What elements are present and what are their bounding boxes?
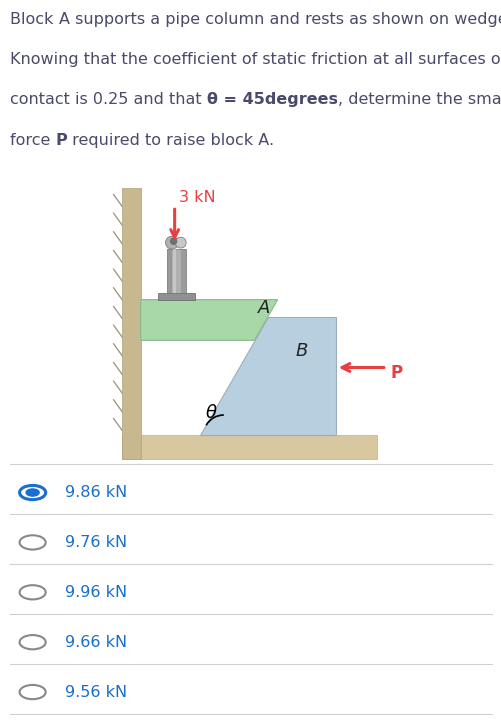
Bar — [157, 293, 194, 300]
Bar — [167, 248, 171, 293]
Text: 9.66 kN: 9.66 kN — [65, 635, 127, 650]
Text: A: A — [59, 12, 70, 27]
Text: θ: θ — [205, 404, 216, 422]
Text: θ = 45degrees: θ = 45degrees — [206, 92, 337, 108]
Text: force: force — [10, 133, 56, 148]
Text: 9.86 kN: 9.86 kN — [65, 485, 127, 500]
Circle shape — [26, 489, 39, 496]
Text: 9.56 kN: 9.56 kN — [65, 684, 127, 700]
Text: required to raise block A.: required to raise block A. — [67, 133, 274, 148]
Text: 9.76 kN: 9.76 kN — [65, 535, 127, 550]
Polygon shape — [200, 316, 335, 435]
Text: contact is 0.25 and that: contact is 0.25 and that — [10, 92, 206, 108]
Text: , determine the smallest: , determine the smallest — [337, 92, 501, 108]
Ellipse shape — [165, 236, 178, 249]
Text: P: P — [389, 364, 401, 382]
Text: Knowing that the coefficient of static friction at all surfaces of: Knowing that the coefficient of static f… — [10, 52, 501, 67]
Text: supports a pipe column and rests as shown on wedge: supports a pipe column and rests as show… — [70, 12, 501, 27]
Text: B: B — [295, 342, 308, 360]
Bar — [181, 248, 185, 293]
Text: A: A — [258, 299, 270, 317]
FancyBboxPatch shape — [122, 435, 376, 459]
Text: 3 kN: 3 kN — [178, 190, 215, 204]
Text: 9.96 kN: 9.96 kN — [65, 585, 127, 600]
Ellipse shape — [169, 238, 177, 245]
FancyBboxPatch shape — [122, 188, 140, 459]
Bar — [172, 248, 176, 293]
Ellipse shape — [175, 238, 186, 248]
Bar — [167, 248, 185, 293]
Polygon shape — [140, 300, 277, 340]
Text: P: P — [56, 133, 67, 148]
Text: Block: Block — [10, 12, 59, 27]
